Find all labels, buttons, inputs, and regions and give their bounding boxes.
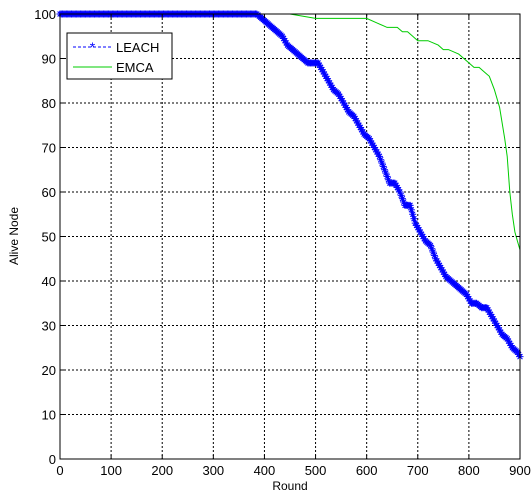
leach-data-point bbox=[420, 235, 428, 243]
legend-leach-marker: * bbox=[90, 39, 96, 55]
leach-data-point bbox=[493, 322, 501, 329]
x-tick-label: 900 bbox=[509, 463, 531, 478]
x-tick-label: 300 bbox=[202, 463, 224, 478]
y-tick-label: 50 bbox=[42, 230, 56, 245]
y-tick-label: 100 bbox=[34, 7, 56, 22]
y-tick-label: 0 bbox=[49, 452, 56, 467]
series-leach bbox=[56, 10, 524, 361]
legend-emca-label: EMCA bbox=[116, 60, 154, 75]
x-tick-label: 500 bbox=[305, 463, 327, 478]
y-tick-label: 90 bbox=[42, 52, 56, 67]
y-tick-label: 70 bbox=[42, 141, 56, 156]
leach-data-point bbox=[485, 308, 493, 316]
axis-ticks: 0 100 200 300 400 500 600 700 800 900 0 10 20 30 40 50 6… bbox=[34, 7, 531, 478]
series-emca bbox=[60, 13, 521, 251]
x-tick-label: 800 bbox=[458, 463, 480, 478]
y-tick-label: 10 bbox=[42, 408, 56, 423]
legend-box bbox=[66, 32, 173, 80]
legend: * LEACH EMCA bbox=[66, 32, 173, 80]
y-axis-label: Alive Node bbox=[7, 207, 21, 265]
emca-series-line bbox=[60, 13, 521, 251]
y-tick-label: 80 bbox=[42, 96, 56, 111]
y-tick-label: 30 bbox=[42, 319, 56, 334]
leach-data-point bbox=[396, 188, 404, 196]
x-tick-label: 400 bbox=[254, 463, 276, 478]
x-tick-label: 0 bbox=[56, 463, 63, 478]
leach-data-point bbox=[407, 206, 415, 214]
legend-leach-label: LEACH bbox=[116, 40, 159, 55]
y-tick-label: 40 bbox=[42, 274, 56, 289]
x-axis-label: Round bbox=[272, 479, 307, 493]
x-tick-label: 200 bbox=[151, 463, 173, 478]
series-layer bbox=[56, 10, 524, 361]
x-tick-label: 600 bbox=[356, 463, 378, 478]
x-tick-label: 700 bbox=[407, 463, 429, 478]
leach-data-point bbox=[415, 226, 423, 234]
x-tick-label: 100 bbox=[100, 463, 122, 478]
y-tick-label: 20 bbox=[42, 363, 56, 378]
y-tick-label: 60 bbox=[42, 185, 56, 200]
